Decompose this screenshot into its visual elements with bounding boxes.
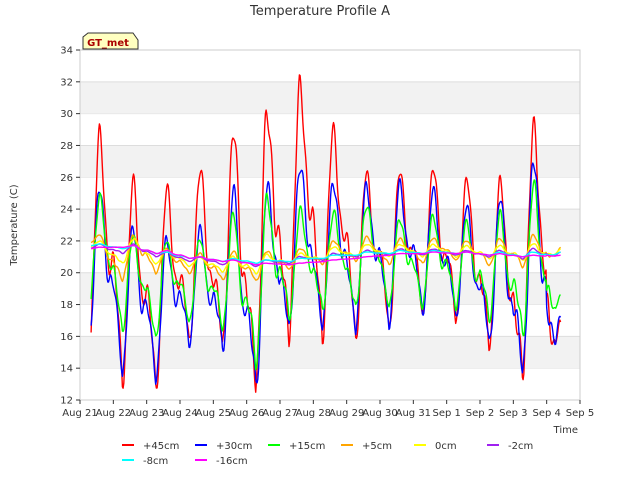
y-tick-label: 34 bbox=[60, 46, 73, 57]
x-tick-label: Aug 27 bbox=[262, 408, 297, 419]
x-axis-label: Time bbox=[553, 425, 578, 436]
legend-label: -8cm bbox=[143, 456, 168, 467]
y-tick-label: 20 bbox=[60, 268, 73, 279]
x-tick-label: Aug 23 bbox=[129, 408, 164, 419]
y-tick-label: 24 bbox=[60, 205, 73, 216]
grid-band bbox=[80, 272, 580, 305]
chart-title: Temperature Profile A bbox=[249, 4, 390, 19]
legend-label: +45cm bbox=[143, 441, 179, 452]
legend-label: +30cm bbox=[216, 441, 252, 452]
y-tick-label: 32 bbox=[60, 77, 73, 88]
x-tick-label: Aug 31 bbox=[396, 408, 431, 419]
y-tick-label: 28 bbox=[60, 141, 73, 152]
series-line-minus-16cm bbox=[90, 244, 561, 266]
x-tick-label: Sep 5 bbox=[566, 408, 594, 419]
y-axis-label: Temperature (C) bbox=[9, 184, 20, 266]
x-tick-label: Sep 1 bbox=[432, 408, 460, 419]
series-lines bbox=[90, 74, 562, 393]
plot-frame bbox=[79, 49, 581, 401]
x-tick-label: Aug 24 bbox=[162, 408, 197, 419]
x-tick-label: Aug 21 bbox=[62, 408, 97, 419]
grid-band bbox=[80, 81, 580, 114]
legend-label: -16cm bbox=[216, 456, 248, 467]
x-tick-label: Aug 29 bbox=[329, 408, 364, 419]
x-tick-label: Aug 30 bbox=[362, 408, 397, 419]
x-tick-label: Aug 22 bbox=[96, 408, 131, 419]
legend-label: -2cm bbox=[508, 441, 533, 452]
legend-label: 0cm bbox=[435, 441, 457, 452]
legend-label: +15cm bbox=[289, 441, 325, 452]
legend-label: +5cm bbox=[362, 441, 392, 452]
grid-band bbox=[80, 336, 580, 369]
x-tick-label: Aug 25 bbox=[196, 408, 231, 419]
x-tick-label: Aug 26 bbox=[229, 408, 264, 419]
x-tick-label: Sep 3 bbox=[499, 408, 527, 419]
y-tick-label: 22 bbox=[60, 236, 73, 247]
site-label-box: GT_met bbox=[82, 32, 139, 50]
y-tick-label: 26 bbox=[60, 173, 73, 184]
y-tick-label: 18 bbox=[60, 300, 73, 311]
y-tick-label: 30 bbox=[60, 109, 73, 120]
y-tick-label: 16 bbox=[60, 332, 73, 343]
y-tick-label: 14 bbox=[60, 364, 73, 375]
y-tick-label: 12 bbox=[60, 396, 73, 407]
series-line-plusminus-15cm bbox=[90, 179, 561, 371]
y-axis-ticks: 12 14 16 18 20 22 24 26 28 30 32 34 bbox=[60, 46, 80, 407]
x-tick-label: Aug 28 bbox=[296, 408, 331, 419]
site-label: GT_met bbox=[87, 38, 129, 49]
x-tick-label: Sep 4 bbox=[532, 408, 560, 419]
legend: +45cm +30cm +15cm +5cm 0cm -2cm -8cm -16cm bbox=[122, 441, 533, 467]
x-tick-label: Sep 2 bbox=[466, 408, 494, 419]
